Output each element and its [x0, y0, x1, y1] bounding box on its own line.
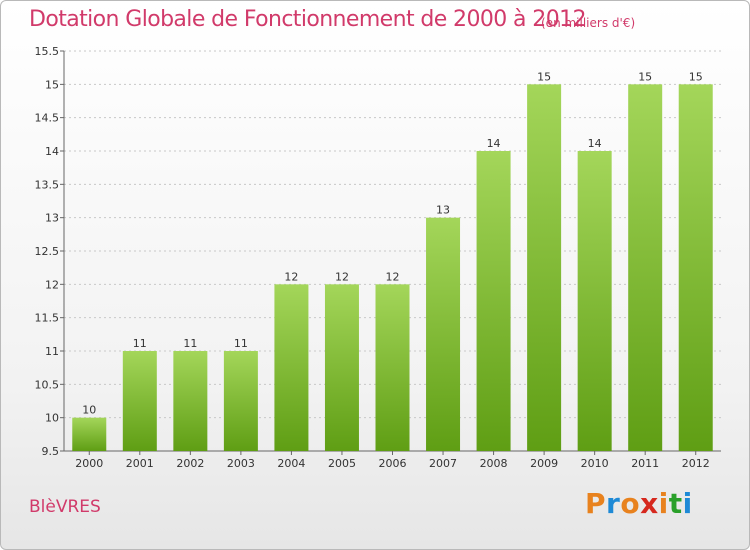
bar-2010: [577, 151, 612, 451]
bar-2006: [375, 284, 410, 451]
bar-2001: [122, 351, 157, 451]
chart-title: Dotation Globale de Fonctionnement de 20…: [29, 7, 587, 32]
bars: [72, 84, 713, 451]
y-tick-label: 12.5: [35, 245, 60, 258]
labels: 2000 10 2001 11 2002 11 2003 11 2004 12 2005 12 2006…: [75, 70, 709, 470]
value-label: 12: [386, 270, 400, 283]
x-tick-label: 2009: [530, 457, 558, 470]
y-tick-label: 11: [45, 345, 59, 358]
x-tick-label: 2001: [126, 457, 154, 470]
value-label: 15: [537, 70, 551, 83]
y-tick-label: 10: [45, 412, 59, 425]
bar-2003: [223, 351, 258, 451]
bar-2000: [72, 417, 107, 451]
x-tick-label: 2011: [631, 457, 659, 470]
x-tick-label: 2006: [379, 457, 407, 470]
logo-letter: r: [606, 487, 621, 520]
value-label: 11: [183, 337, 197, 350]
proxiti-logo[interactable]: Proxiti: [585, 487, 693, 520]
y-tick-label: 14.5: [35, 112, 60, 125]
x-tick-label: 2002: [176, 457, 204, 470]
y-tick-label: 13.5: [35, 178, 60, 191]
value-label: 14: [487, 137, 501, 150]
y-tick-label: 9.5: [42, 445, 60, 458]
x-tick-label: 2005: [328, 457, 356, 470]
logo-letter: P: [585, 487, 607, 520]
value-label: 12: [335, 270, 349, 283]
x-tick-label: 2000: [75, 457, 103, 470]
logo-letter: t: [668, 487, 683, 520]
y-tick-label: 12: [45, 278, 59, 291]
y-tick-label: 15: [45, 78, 59, 91]
commune-name: BlèVRES: [29, 497, 101, 517]
bar-2012: [678, 84, 713, 451]
bar-2005: [324, 284, 359, 451]
logo-letter: x: [640, 487, 659, 520]
bar-2007: [426, 217, 461, 451]
value-label: 15: [689, 70, 703, 83]
value-label: 11: [234, 337, 248, 350]
x-tick-label: 2004: [277, 457, 305, 470]
bar-2002: [173, 351, 208, 451]
y-tick-label: 14: [45, 145, 59, 158]
x-tick-label: 2010: [581, 457, 609, 470]
bar-2009: [527, 84, 562, 451]
x-tick-label: 2007: [429, 457, 457, 470]
x-tick-label: 2008: [480, 457, 508, 470]
value-label: 13: [436, 204, 450, 217]
logo-letter: i: [658, 487, 669, 520]
x-tick-label: 2012: [682, 457, 710, 470]
bar-2004: [274, 284, 309, 451]
value-label: 10: [82, 404, 96, 417]
y-tick-label: 10.5: [35, 378, 60, 391]
y-tick-label: 11.5: [35, 312, 60, 325]
bar-2008: [476, 151, 511, 451]
value-label: 15: [638, 70, 652, 83]
value-label: 14: [588, 137, 602, 150]
y-tick-label: 15.5: [35, 45, 60, 58]
chart-subtitle: (en milliers d'€): [541, 16, 636, 30]
y-tick-label: 13: [45, 212, 59, 225]
logo-letter: i: [682, 487, 693, 520]
logo-letter: o: [620, 487, 641, 520]
x-tick-label: 2003: [227, 457, 255, 470]
bar-2011: [628, 84, 663, 451]
value-label: 12: [284, 270, 298, 283]
value-label: 11: [133, 337, 147, 350]
